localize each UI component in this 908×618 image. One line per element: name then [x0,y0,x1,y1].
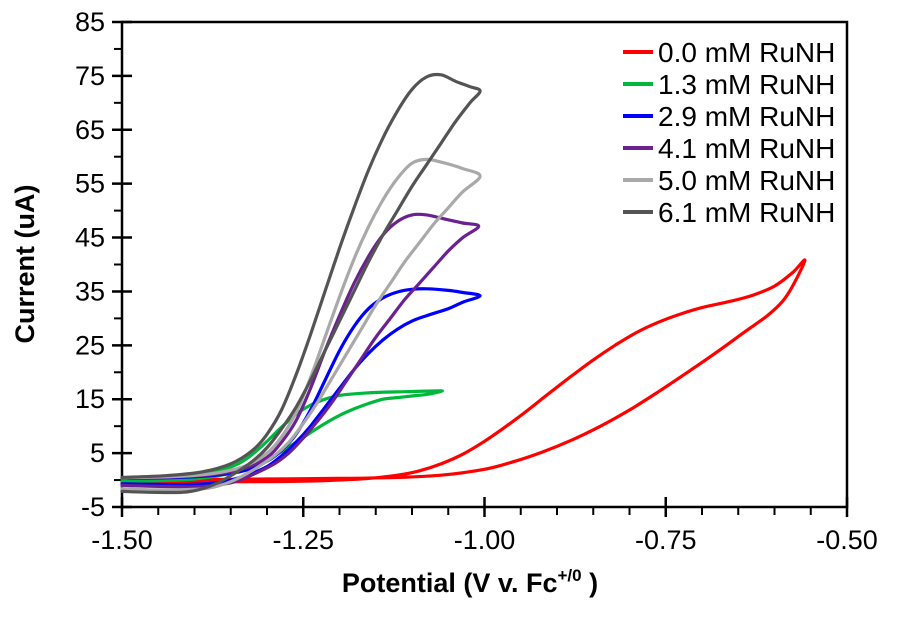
legend-label: 4.1 mM RuNH [658,133,835,164]
y-axis-title: Current (uA) [10,185,40,344]
legend-label: 1.3 mM RuNH [658,69,835,100]
legend-label: 2.9 mM RuNH [658,101,835,132]
legend-label: 6.1 mM RuNH [658,197,835,228]
axis-ticks [112,20,849,517]
cv-curve-5.0-mM-RuNH [120,157,482,492]
cv-curves [120,72,807,495]
y-tick-label: 15 [75,384,105,414]
x-tick-label: -1.50 [91,525,153,555]
legend-label: 5.0 mM RuNH [658,165,835,196]
y-tick-label: 25 [75,330,105,360]
y-tick-label: 85 [75,7,105,37]
legend-label: 0.0 mM RuNH [658,37,835,68]
legend-item: 5.0 mM RuNH [623,165,835,196]
x-axis-title-main: Potential (V v. Fc [342,568,558,598]
x-axis-title-superscript: +/0 [557,566,581,585]
y-tick-label: 5 [90,438,105,468]
x-tick-label: -0.50 [816,525,878,555]
legend-item: 0.0 mM RuNH [623,37,835,68]
x-tick-label: -1.00 [454,525,516,555]
x-axis-title: Potential (V v. Fc+/0 ) [342,566,598,598]
y-tick-label: -5 [81,492,105,522]
cv-curve-2.9-mM-RuNH [120,287,482,487]
cv-curve-0.0-mM-RuNH [120,258,807,484]
y-tick-label: 35 [75,276,105,306]
y-tick-label: 45 [75,223,105,253]
x-tick-label: -1.25 [272,525,334,555]
legend-item: 2.9 mM RuNH [623,101,835,132]
x-axis-title-end: ) [582,568,599,598]
legend-item: 4.1 mM RuNH [623,133,835,164]
cv-curve-6.1-mM-RuNH [120,72,482,495]
cv-curve-4.1-mM-RuNH [120,212,481,489]
y-tick-label: 55 [75,169,105,199]
x-tick-label: -0.75 [635,525,697,555]
legend-item: 6.1 mM RuNH [623,197,835,228]
legend-item: 1.3 mM RuNH [623,69,835,100]
y-tick-label: 75 [75,61,105,91]
y-tick-label: 65 [75,115,105,145]
axis-tick-labels: 85 75 65 55 45 35 25 15 5 -5-1.50 -1.25 -1.00 -0.75 -… [75,7,878,555]
